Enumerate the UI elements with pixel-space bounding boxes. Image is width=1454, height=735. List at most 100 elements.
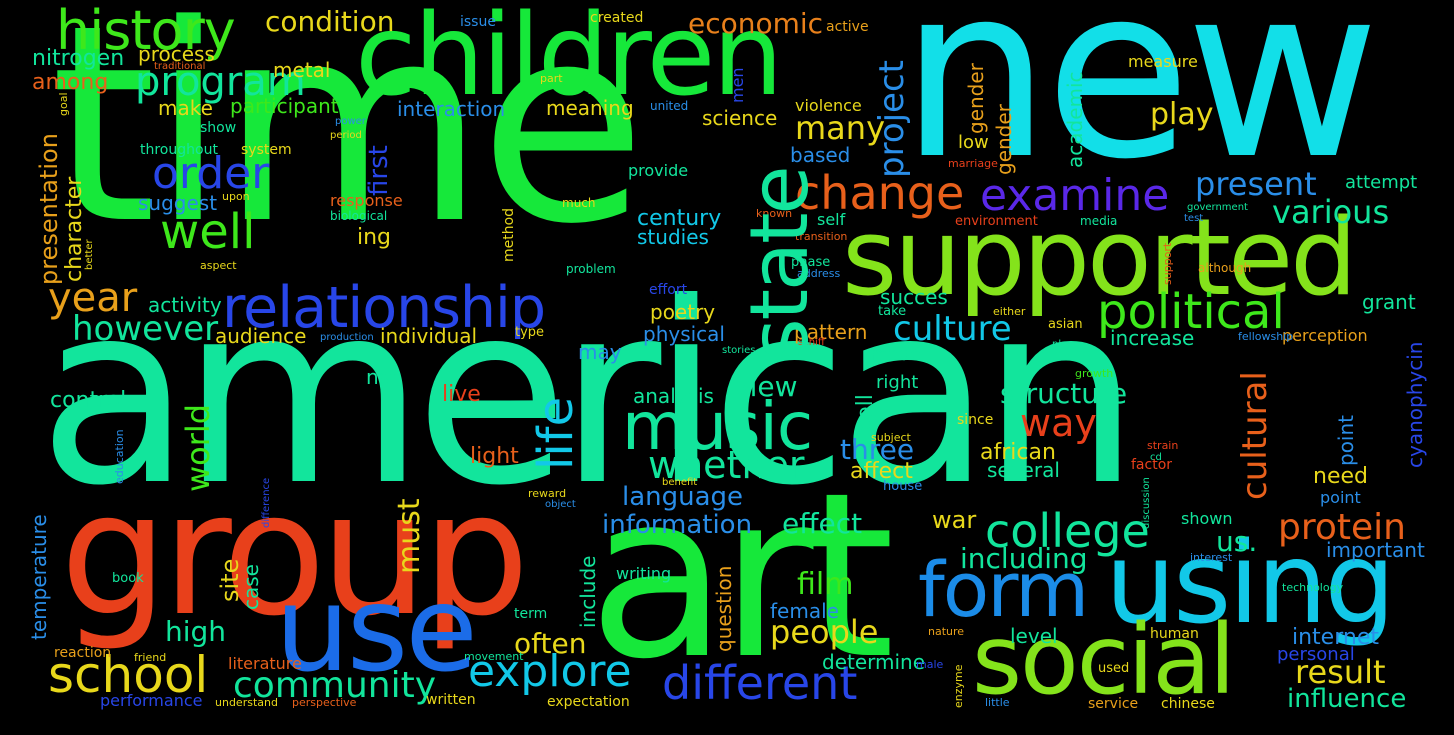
word-issue: issue (460, 14, 496, 30)
word-cd: factor (1131, 457, 1173, 473)
word-stories: place (1052, 339, 1079, 350)
word-strain: cd (1150, 452, 1162, 463)
word-provide: provide (628, 161, 689, 180)
word-play: play (1150, 97, 1214, 132)
word-present: present (1195, 165, 1317, 203)
word-explore: explore (468, 646, 632, 697)
word-movement: male (916, 658, 944, 671)
word-culture: culture (893, 309, 1012, 349)
word-perception: perception (1282, 326, 1368, 345)
word-economic: economic (688, 7, 824, 40)
word-found: transition (795, 230, 848, 243)
word-examine: examine (980, 170, 1170, 221)
word-measure: measure (1128, 52, 1198, 71)
word-must: must (392, 498, 427, 574)
word-either: take (878, 304, 907, 319)
word-transition: environment (955, 214, 1038, 229)
word-political: political (1097, 284, 1285, 340)
word-ing: ing (357, 225, 392, 250)
word-right: right (876, 372, 919, 393)
word-house: discussion (1141, 477, 1152, 529)
word-place: growth (1075, 367, 1114, 380)
word-literature: performance (100, 691, 203, 710)
word-result: result (1295, 653, 1386, 691)
word-structure: structure (1000, 377, 1128, 410)
word-nitrogen: nitrogen (32, 46, 125, 71)
word-science: science (702, 106, 778, 130)
word-live: live (442, 382, 481, 407)
word-protein: protein (1278, 507, 1406, 548)
word-interest: book (112, 571, 144, 586)
word-state: state (733, 167, 826, 360)
word-character: character (62, 176, 87, 282)
word-active: active (826, 19, 869, 35)
word-effect: effect (782, 507, 863, 540)
word-need: point (1320, 488, 1361, 507)
word-group: group (60, 456, 530, 654)
word-low: low (958, 132, 989, 153)
word-upon: upon (222, 190, 250, 203)
word-based: based (790, 143, 851, 167)
word-created: created (590, 10, 644, 26)
word-human: reaction (54, 645, 112, 661)
word-known: method (501, 207, 517, 262)
word-century: century (637, 206, 722, 231)
word-war: war (932, 506, 977, 534)
word-phase: address (797, 267, 841, 280)
word-since: subject (871, 431, 911, 444)
word-physical: physical (643, 322, 725, 346)
word-many: many (795, 109, 885, 147)
word-education: difference (261, 477, 272, 528)
word-supported: supported (842, 196, 1357, 319)
word-community: community (233, 665, 437, 706)
word-take: asian (1048, 317, 1083, 332)
word-male: enzyme (952, 664, 965, 708)
word-affect: affect (850, 459, 913, 484)
word-poetry: poetry (650, 300, 716, 324)
word-often: often (514, 627, 587, 660)
word-characteristic: academic (1063, 71, 1087, 168)
word-response: response (330, 191, 403, 210)
word-little: service (1088, 696, 1139, 712)
word-several: several (987, 458, 1060, 482)
word-writing: term (514, 606, 548, 622)
word-presentation: presentation (35, 133, 63, 285)
word-suggest: suggest (138, 191, 218, 215)
word-determine: level (1010, 624, 1058, 648)
word-american: american (38, 249, 1140, 540)
word-participant: participant (230, 94, 339, 118)
word-self: self (817, 210, 846, 229)
word-power: power (335, 116, 366, 127)
word-time: time (50, 0, 647, 284)
word-difference: benefit (662, 477, 698, 488)
word-system: system (241, 142, 292, 158)
word-increase: increase (1110, 326, 1195, 350)
word-condition: condition (265, 5, 395, 38)
word-reward: object (545, 499, 576, 510)
word-schiff: stories (722, 345, 756, 356)
word-way: way (1020, 401, 1097, 445)
word-throughout: throughout (140, 142, 218, 158)
word-including: including (960, 542, 1088, 575)
word-biological: biological (330, 209, 388, 223)
word-reaction: friend (134, 651, 167, 664)
word-written: expectation (547, 694, 630, 710)
word-new: new (900, 0, 1380, 212)
word-whether: whether (648, 443, 805, 487)
word-perspective: written (426, 692, 476, 708)
word-environment: media (1080, 214, 1118, 228)
word-form: form (918, 545, 1089, 634)
word-well: well (160, 204, 256, 260)
word-goal: goal (57, 92, 70, 116)
word-metal: metal (273, 58, 331, 82)
word-problem: phase (791, 255, 831, 270)
word-cultural: cultural (1235, 371, 1275, 500)
word-level: internet (1292, 625, 1379, 650)
word-life: life (528, 396, 584, 470)
word-part: part (540, 72, 563, 85)
word-may: may (578, 340, 622, 364)
word-project: project (872, 59, 912, 178)
word-using: using (1105, 519, 1396, 649)
word-factor: education (113, 429, 126, 484)
word-aspect: problem (566, 262, 616, 276)
